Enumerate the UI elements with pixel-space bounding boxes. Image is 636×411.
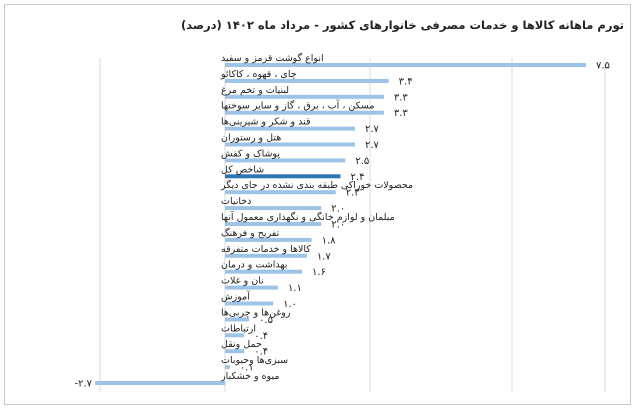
bar: [225, 269, 303, 274]
value-label: ۲.۳: [346, 188, 361, 199]
category-label: شاخص کل: [221, 164, 264, 175]
value-label: ۱.۸: [322, 235, 337, 246]
value-label: ۰.۴: [254, 347, 268, 358]
value-label: ۷.۵: [596, 61, 610, 72]
bar: [225, 301, 274, 306]
bar: [225, 142, 355, 147]
value-label: ۲.۰: [331, 204, 345, 215]
bar-highlight: [225, 174, 341, 179]
category-label: انواع گوشت قرمز و سفید: [221, 52, 324, 64]
value-label: ۳.۴: [399, 76, 413, 87]
bar: [225, 237, 312, 242]
category-label: ارتباطات: [221, 323, 256, 334]
category-label: هتل و رستوران: [221, 133, 281, 144]
bars: [95, 63, 586, 385]
bar: [225, 206, 322, 211]
value-label: ۲.۴: [351, 172, 365, 183]
category-label: کالاها و خدمات متفرقه: [221, 244, 311, 255]
category-label: تفریح و فرهنگ: [221, 227, 280, 239]
value-label: ۲.۷: [365, 140, 380, 151]
value-label: ۲.۰: [331, 220, 345, 231]
value-label: -۲.۷: [75, 379, 93, 390]
category-label: روغن‌ها و چربی‌ها: [221, 307, 291, 318]
value-label: ۰.۴: [254, 331, 268, 342]
category-label: سبزی‌ها وحبوبات: [221, 355, 288, 366]
value-label: ۱.۰: [283, 299, 297, 310]
bar: [225, 110, 384, 115]
category-label: بهداشت و درمان: [221, 260, 287, 271]
bar: [225, 158, 346, 163]
bar: [225, 365, 230, 370]
category-label: حمل ونقل: [221, 339, 262, 350]
bar: [225, 222, 322, 226]
value-labels: ۷.۵۳.۴۳.۳۳.۳۲.۷۲.۷۲.۵۲.۴۲.۳۲.۰۲.۰۱.۸۱.۷۱…: [75, 61, 610, 390]
category-label: نان و غلات: [221, 276, 264, 287]
bar: [225, 253, 307, 258]
category-label: قند و شکر و شیرینی‌ها: [221, 117, 311, 128]
value-label: ۲.۷: [365, 124, 380, 135]
bar: [95, 381, 225, 385]
value-label: ۱.۶: [312, 267, 326, 278]
category-label: دخانیات: [221, 196, 251, 207]
category-label: چای ، قهوه ، کاکائو: [220, 69, 297, 80]
value-label: ۳.۳: [394, 108, 409, 119]
bar: [225, 190, 336, 195]
value-label: ۰.۱: [240, 363, 254, 374]
bar: [225, 63, 586, 67]
category-label: آموزش: [221, 290, 250, 303]
bar: [225, 333, 245, 338]
bar: [225, 126, 355, 131]
value-label: ۳.۳: [394, 92, 409, 103]
bar: [225, 317, 250, 322]
category-label: پوشاک و کفش: [221, 148, 280, 159]
value-label: ۱.۷: [317, 251, 332, 262]
value-label: ۲.۵: [355, 156, 369, 167]
value-label: ۰.۵: [259, 315, 273, 326]
bar: [225, 78, 389, 83]
category-label: محصولات خوراکی طبقه بندی نشده در جای دیگ…: [220, 179, 413, 191]
category-label: لبنیات و تخم مرغ: [221, 85, 289, 96]
chart-frame: [4, 4, 631, 405]
value-label: ۱.۱: [288, 283, 302, 294]
category-label: مسکن ، آب ، برق ، گاز و سایر سوختها: [221, 99, 374, 112]
bar: [225, 349, 245, 354]
bar: [225, 285, 278, 290]
category-label: مبلمان و لوازم خانگی و نگهداری معمول آنه…: [221, 210, 395, 223]
category-labels: انواع گوشت قرمز و سفید چای ، قهوه ، کاکائ…: [220, 52, 413, 382]
bar: [225, 94, 384, 99]
chart-title: تورم ماهانه کالاها و خدمات مصرفی خانواره…: [181, 18, 624, 32]
category-label: میوه و خشکبار: [220, 371, 279, 382]
